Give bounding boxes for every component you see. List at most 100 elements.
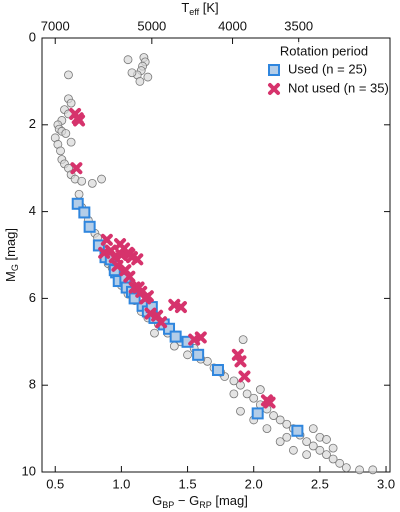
square-point [71,197,84,210]
x2-tick-label: 4000 [218,18,247,33]
x-label-part: − G [174,493,199,508]
background-star [238,335,248,345]
x2-label-part: [K] [199,0,219,15]
background-star [308,441,318,451]
background-star [87,178,97,188]
background-star [123,55,133,65]
cross-point [70,162,83,175]
background-star [183,350,192,360]
cross-point [194,331,207,344]
x-label-part: BP [162,500,174,510]
x2-tick-label: 3500 [284,18,313,33]
square-point [169,330,182,343]
cross-point [155,316,168,329]
square-point [291,424,304,437]
cross-point [123,270,136,283]
y-tick-label: 10 [22,463,36,478]
cross-point [139,292,152,305]
y-tick-label: 0 [29,29,36,44]
background-star [143,72,153,82]
background-star [66,98,76,108]
background-star [275,415,285,425]
cross-point [238,370,251,383]
legend-title: Rotation period [280,43,368,58]
background-star [262,424,272,434]
background-star [355,465,364,475]
x-tick-label: 2.0 [245,476,263,491]
y-axis-label: MG [mag] [3,228,20,282]
background-star [236,406,245,416]
square-point [83,220,96,233]
background-star [282,419,292,429]
background-star [335,458,345,468]
background-star [255,385,265,394]
legend-marker [268,83,280,95]
background-star [229,389,239,399]
background-star [315,445,325,455]
background-star [322,450,331,460]
square-point [211,364,224,377]
background-star [282,432,292,442]
x-tick-label: 2.5 [311,476,329,491]
cross-point [234,355,247,368]
cross-point [73,114,86,127]
cross-point [174,301,187,314]
x2-axis-label: Teff [K] [181,0,218,17]
x2-tick-label: 7000 [41,18,70,33]
cross-point [111,259,124,272]
background-star [249,393,259,403]
x-tick-label: 1.0 [112,476,130,491]
background-star [77,176,87,186]
background-star [61,129,71,138]
background-star [289,445,298,455]
background-star [269,411,278,420]
background-star [64,70,73,80]
background-star [135,77,145,86]
cross-point [131,253,144,266]
background-star [368,465,378,475]
x2-label-part: eff [189,7,199,17]
legend-label: Not used (n = 35) [288,80,389,95]
y-label-part: M [3,271,18,282]
y-tick-label: 4 [29,203,36,218]
x-label-part: [mag] [212,493,248,508]
background-star [169,341,179,351]
background-star [328,443,338,453]
y-tick-label: 8 [29,377,36,392]
background-star [127,68,137,78]
background-star [150,328,159,338]
x-tick-label: 0.5 [46,476,64,491]
background-star [97,174,106,184]
plot-frame [41,37,391,473]
square-point [78,206,91,219]
cross-point [122,246,135,259]
x-tick-label: 1.5 [179,476,197,491]
background-star [308,424,318,434]
background-star [74,189,84,199]
background-star [66,137,76,147]
y-label-part: [mag] [3,228,18,264]
x-axis-label: GBP − GRP [mag] [152,493,248,510]
background-star [302,450,312,460]
x2-label-part: T [181,0,189,15]
cross-point [100,233,113,246]
legend-marker [268,64,280,76]
background-star [302,437,312,447]
legend-label: Used (n = 25) [288,61,367,76]
y-tick-label: 2 [29,116,36,131]
square-point [163,322,176,335]
background-star [328,454,338,464]
cross-point [263,396,276,409]
x-label-part: RP [199,500,212,510]
background-star [56,146,65,156]
background-star [229,376,239,386]
background-star [341,463,351,473]
x-label-part: G [152,493,162,508]
legend-box [262,42,386,106]
background-star [275,437,285,447]
y-tick-label: 6 [29,290,36,305]
y-label-part: G [10,264,20,271]
square-point [251,407,264,420]
cross-point [104,244,117,257]
